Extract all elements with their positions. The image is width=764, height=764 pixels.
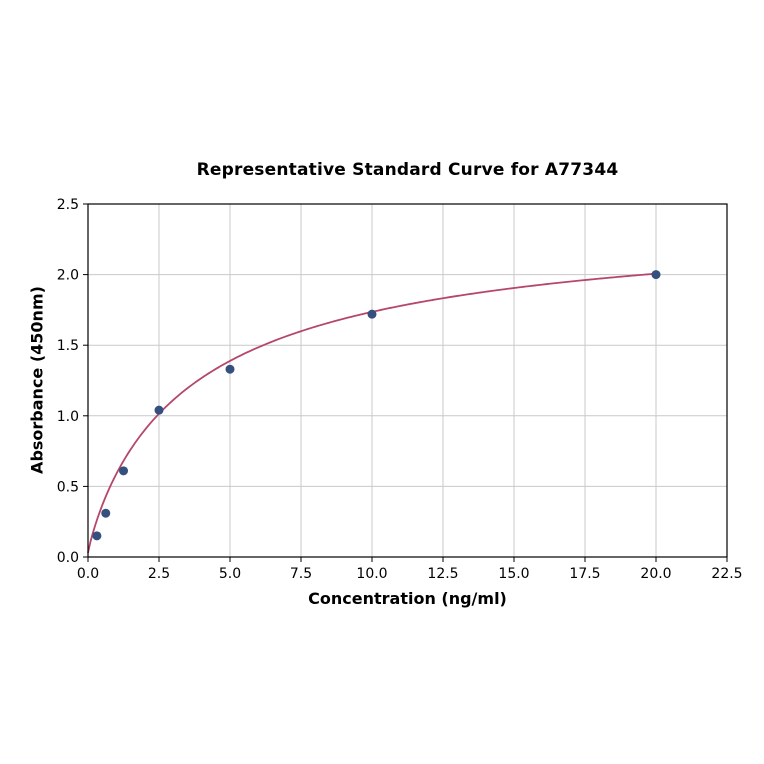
y-tick-label: 0.0 [57, 550, 79, 566]
x-tick-label: 20.0 [640, 566, 671, 582]
data-point [367, 309, 377, 319]
y-tick-label: 1.0 [57, 409, 79, 425]
x-tick-label: 15.0 [498, 566, 529, 582]
x-tick-label: 7.5 [290, 566, 312, 582]
x-tick-label: 22.5 [711, 566, 742, 582]
x-axis-label: Concentration (ng/ml) [308, 589, 507, 608]
chart-title: Representative Standard Curve for A77344 [196, 160, 619, 180]
data-point [651, 270, 661, 280]
y-tick-label: 2.5 [57, 197, 79, 213]
x-tick-label: 10.0 [356, 566, 387, 582]
x-tick-label: 2.5 [148, 566, 170, 582]
plot-border [87, 203, 728, 558]
data-point [225, 364, 235, 374]
data-point [154, 405, 164, 415]
data-point [101, 508, 111, 518]
x-tick-label: 17.5 [569, 566, 600, 582]
data-point [119, 466, 128, 476]
y-tick-label: 0.5 [57, 479, 79, 495]
x-tick-label: 0.0 [77, 566, 99, 582]
y-axis-label: Absorbance (450nm) [27, 286, 47, 474]
x-tick-label: 12.5 [427, 566, 458, 582]
y-tick-label: 2.0 [57, 268, 79, 284]
x-tick-label: 5.0 [219, 566, 241, 582]
y-tick-label: 1.5 [57, 338, 79, 354]
data-point [92, 531, 102, 541]
